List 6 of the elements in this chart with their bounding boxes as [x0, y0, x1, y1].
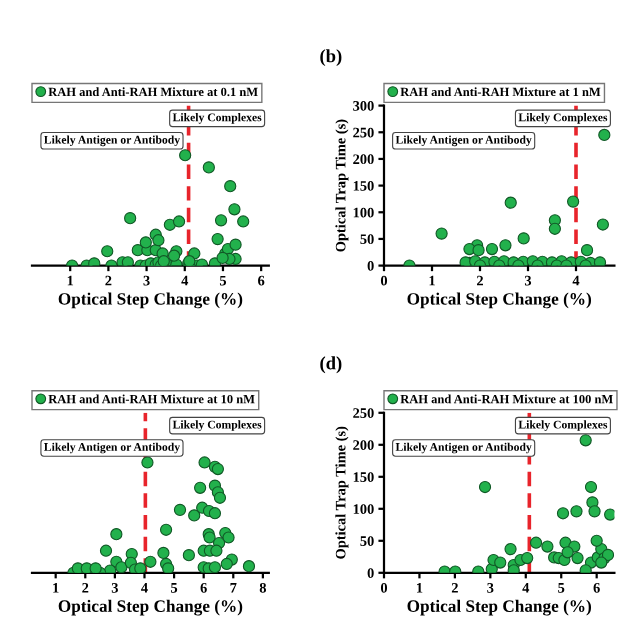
x-axis-title: Optical Step Change (%) — [58, 292, 243, 309]
x-axis-title: Optical Step Change (%) — [58, 599, 243, 616]
chart-title: (b) — [320, 49, 342, 67]
chart-title: (d) — [320, 356, 342, 374]
x-axis-title: Optical Step Change (%) — [407, 292, 592, 309]
x-axis-title: Optical Step Change (%) — [407, 599, 592, 616]
